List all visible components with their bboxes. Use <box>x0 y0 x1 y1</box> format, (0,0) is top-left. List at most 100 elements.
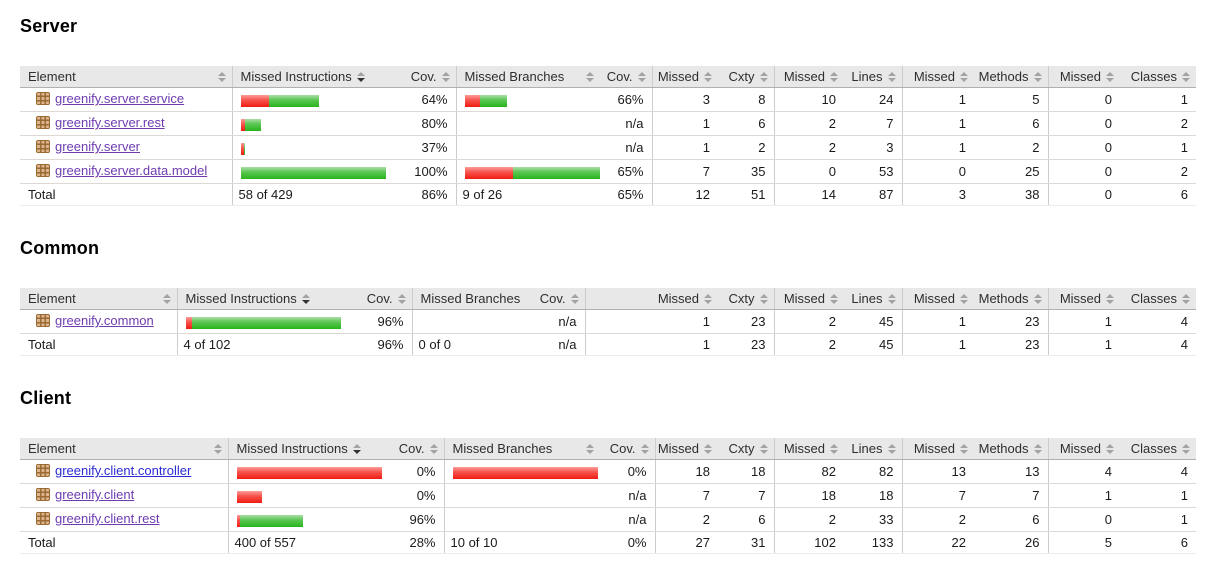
metric-cell: 10 <box>773 87 844 112</box>
covered-bar <box>239 514 303 527</box>
column-header-cov-4[interactable]: Cov. <box>520 288 585 310</box>
branches-bar-cell <box>455 159 600 184</box>
metric-cell: 18 <box>654 459 718 484</box>
sort-icon <box>704 443 712 454</box>
total-row: Total 58 of 429 86% 9 of 26 65% 12 51 14 87 3 38 0 6 <box>20 183 1196 206</box>
column-header-lines-8[interactable]: Lines <box>844 438 902 460</box>
branches-coverage-cell: n/a <box>600 507 655 532</box>
column-header-label: Missed Instructions <box>236 441 348 456</box>
column-header-missed-11[interactable]: Missed <box>1047 438 1120 460</box>
metric-cell: 2 <box>773 135 844 160</box>
sort-icon <box>586 71 594 82</box>
sort-icon <box>1182 293 1190 304</box>
column-header-missed-11[interactable]: Missed <box>1047 66 1120 88</box>
column-header-label: Missed Branches <box>452 441 553 456</box>
column-header-missed-9[interactable]: Missed <box>901 438 974 460</box>
instructions-coverage-cell: 0% <box>390 459 444 484</box>
package-link[interactable]: greenify.server <box>55 139 141 154</box>
coverage-bar <box>240 94 319 107</box>
instructions-coverage-cell: 96% <box>352 309 412 334</box>
package-icon <box>36 314 50 327</box>
total-metric-cell: 31 <box>718 531 774 554</box>
column-header-element-0[interactable]: Element <box>20 438 228 460</box>
column-header-element-0[interactable]: Element <box>20 66 232 88</box>
branches-bar-cell <box>455 111 600 136</box>
total-metric-cell: 45 <box>844 333 902 356</box>
column-header-label: Lines <box>851 69 883 84</box>
sort-icon <box>759 293 768 304</box>
column-header-missed-5[interactable]: Missed <box>651 66 718 88</box>
column-header-missed-9[interactable]: Missed <box>901 66 974 88</box>
column-header-missed-11[interactable]: Missed <box>1047 288 1120 310</box>
column-header-cov-2[interactable]: Cov. <box>352 288 412 310</box>
metric-cell: 2 <box>654 507 718 532</box>
sort-icon <box>397 293 406 304</box>
column-header-missed-branches-3[interactable]: Missed Branches <box>455 66 600 88</box>
metric-cell: 6 <box>974 111 1048 136</box>
column-header-methods-10[interactable]: Methods <box>974 288 1048 310</box>
column-header-methods-10[interactable]: Methods <box>974 438 1048 460</box>
table-row: greenify.client.rest 96% n/a 2 6 2 33 2 6 0 1 <box>20 507 1196 532</box>
sort-icon <box>830 293 838 304</box>
package-link[interactable]: greenify.server.rest <box>55 115 165 130</box>
column-header-classes-12[interactable]: Classes <box>1120 438 1196 460</box>
column-header-missed-branches-3[interactable]: Missed Branches <box>443 438 600 460</box>
column-header-cov-2[interactable]: Cov. <box>390 438 444 460</box>
package-link[interactable]: greenify.server.data.model <box>55 163 208 178</box>
metric-cell: 8 <box>718 87 774 112</box>
column-header-missed-5[interactable]: Missed <box>584 288 718 310</box>
column-header-missed-5[interactable]: Missed <box>654 438 718 460</box>
column-header-missed-instructions-1[interactable]: Missed Instructions <box>231 66 402 88</box>
column-header-label: Methods <box>978 441 1029 456</box>
column-header-missed-branches-3[interactable]: Missed Branches <box>411 288 520 310</box>
column-header-cov-2[interactable]: Cov. <box>402 66 456 88</box>
sort-icon <box>960 293 968 304</box>
column-header-missed-7[interactable]: Missed <box>773 66 844 88</box>
column-header-classes-12[interactable]: Classes <box>1120 66 1196 88</box>
sort-icon <box>960 71 968 82</box>
column-header-cxty-6[interactable]: Cxty <box>718 288 774 310</box>
column-header-label: Lines <box>851 291 883 306</box>
covered-bar <box>243 142 245 155</box>
total-instructions-cell: 58 of 429 <box>231 183 402 206</box>
branches-bar-cell <box>443 507 600 532</box>
column-header-missed-7[interactable]: Missed <box>773 288 844 310</box>
column-header-missed-9[interactable]: Missed <box>901 288 974 310</box>
column-header-methods-10[interactable]: Methods <box>974 66 1048 88</box>
column-header-cov-4[interactable]: Cov. <box>600 66 652 88</box>
total-metric-cell: 2 <box>773 333 844 356</box>
column-header-cxty-6[interactable]: Cxty <box>718 438 774 460</box>
column-header-lines-8[interactable]: Lines <box>844 288 902 310</box>
total-metric-cell: 87 <box>844 183 902 206</box>
package-icon <box>36 116 50 129</box>
package-link[interactable]: greenify.client.rest <box>55 511 160 526</box>
column-header-label: Methods <box>978 69 1029 84</box>
package-link[interactable]: greenify.client.controller <box>55 463 192 478</box>
package-link[interactable]: greenify.common <box>55 313 154 328</box>
column-header-missed-7[interactable]: Missed <box>773 438 844 460</box>
metric-cell: 7 <box>901 483 974 508</box>
column-header-cov-4[interactable]: Cov. <box>600 438 655 460</box>
column-header-label: Missed <box>783 291 825 306</box>
column-header-missed-instructions-1[interactable]: Missed Instructions <box>176 288 352 310</box>
column-header-label: Missed <box>1059 291 1101 306</box>
total-metric-cell: 3 <box>901 183 974 206</box>
table-row: greenify.client 0% n/a 7 7 18 18 7 7 1 1 <box>20 483 1196 508</box>
branches-coverage-cell: 0% <box>600 459 655 484</box>
branches-bar-cell <box>455 135 600 160</box>
package-link[interactable]: greenify.server.service <box>55 91 185 106</box>
package-link[interactable]: greenify.client <box>55 487 135 502</box>
column-header-missed-instructions-1[interactable]: Missed Instructions <box>227 438 390 460</box>
column-header-label: Missed <box>913 69 955 84</box>
column-header-cxty-6[interactable]: Cxty <box>718 66 774 88</box>
column-header-lines-8[interactable]: Lines <box>844 66 902 88</box>
instructions-coverage-cell: 0% <box>390 483 444 508</box>
metric-cell: 2 <box>773 111 844 136</box>
total-row: Total 4 of 102 96% 0 of 0 n/a 1 23 2 45 1 23 1 4 <box>20 333 1196 356</box>
branches-bar-cell <box>455 87 600 112</box>
missed-bar <box>240 94 269 107</box>
metric-cell: 0 <box>901 159 974 184</box>
missed-bar <box>240 118 245 131</box>
column-header-element-0[interactable]: Element <box>20 288 177 310</box>
column-header-classes-12[interactable]: Classes <box>1120 288 1196 310</box>
